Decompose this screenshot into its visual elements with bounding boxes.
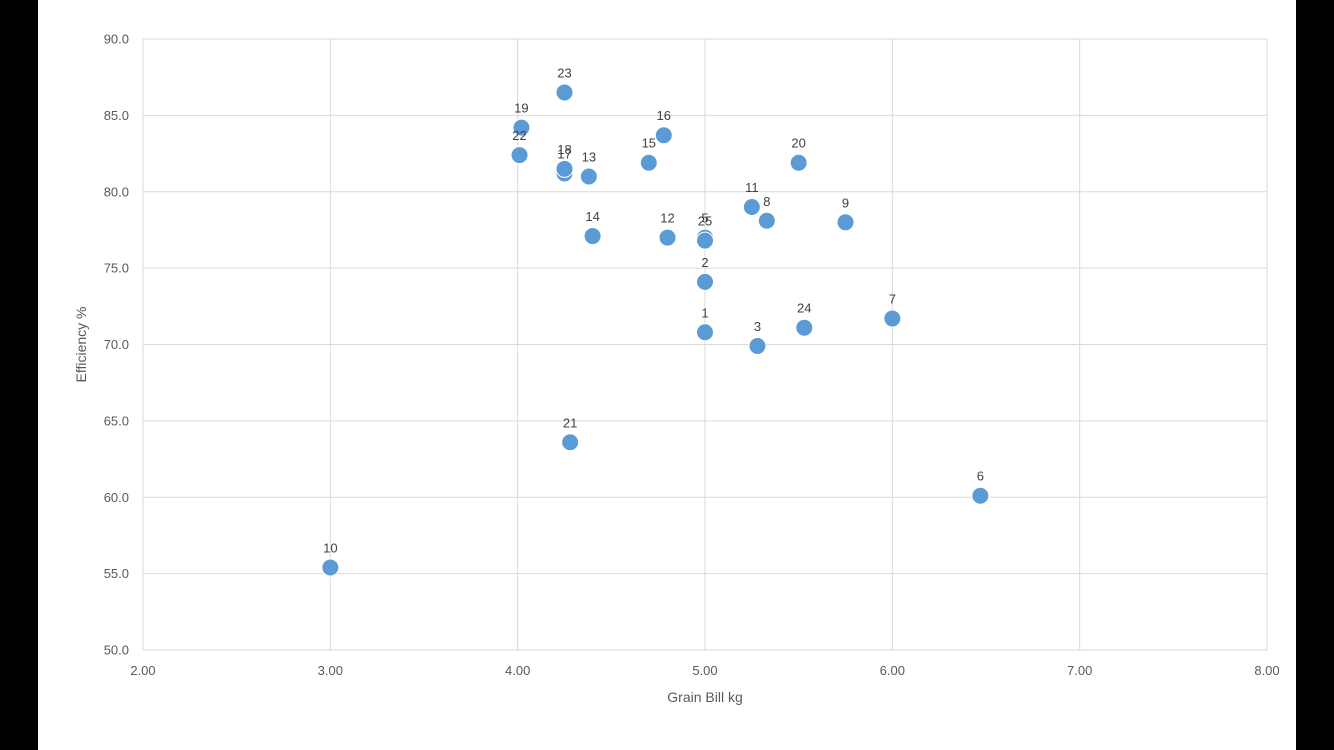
- y-tick-label: 90.0: [104, 32, 129, 47]
- data-point-label: 21: [563, 415, 577, 430]
- data-point-label: 7: [889, 292, 896, 307]
- data-point-label: 3: [754, 319, 761, 334]
- x-tick-label: 2.00: [130, 663, 155, 678]
- scatter-chart: 2.00 3.00 4.00 5.00 6.00 7.00 8.00 50.0 55.0 60.…: [73, 32, 1280, 706]
- data-point-label: 12: [660, 211, 674, 226]
- data-point-label: 24: [797, 301, 811, 316]
- x-tick-label: 3.00: [318, 663, 343, 678]
- data-point: [883, 309, 902, 328]
- data-point-label: 15: [642, 136, 656, 151]
- data-point: [583, 227, 602, 246]
- data-point-label: 19: [514, 101, 528, 116]
- data-point: [748, 337, 767, 356]
- data-point: [512, 118, 531, 137]
- data-point: [795, 318, 814, 337]
- data-point-label: 25: [698, 214, 712, 229]
- chart-canvas: 2.00 3.00 4.00 5.00 6.00 7.00 8.00 50.0 55.0 60.…: [38, 0, 1296, 750]
- data-point: [579, 167, 598, 186]
- data-point: [696, 323, 714, 342]
- data-point: [696, 272, 714, 291]
- y-tick-label: 70.0: [104, 337, 129, 352]
- y-axis-title: Efficiency %: [73, 307, 89, 383]
- x-axis-ticks: 2.00 3.00 4.00 5.00 6.00 7.00 8.00: [130, 663, 1279, 678]
- data-point: [658, 228, 677, 247]
- y-tick-label: 60.0: [104, 490, 129, 505]
- data-point-label: 10: [323, 541, 337, 556]
- data-point-label: 5: [701, 211, 708, 226]
- data-point-label: 17: [557, 146, 571, 161]
- x-axis-title: Grain Bill kg: [667, 689, 742, 705]
- data-point: [742, 198, 761, 217]
- data-point-label: 14: [585, 209, 599, 224]
- y-tick-label: 75.0: [104, 261, 129, 276]
- data-points: [321, 83, 990, 577]
- data-point-label: 2: [701, 255, 708, 270]
- x-tick-label: 4.00: [505, 663, 530, 678]
- data-point-label: 1: [701, 305, 708, 320]
- data-point: [757, 211, 776, 230]
- data-point: [789, 153, 808, 172]
- data-point-label: 13: [582, 149, 596, 164]
- y-tick-label: 50.0: [104, 643, 129, 658]
- x-tick-label: 5.00: [692, 663, 717, 678]
- data-point-label: 23: [557, 65, 571, 80]
- data-point-label: 16: [657, 108, 671, 123]
- data-point: [555, 159, 574, 178]
- y-tick-label: 65.0: [104, 413, 129, 428]
- data-point: [639, 153, 658, 172]
- x-tick-label: 8.00: [1254, 663, 1279, 678]
- x-tick-label: 7.00: [1067, 663, 1092, 678]
- data-point: [836, 213, 855, 232]
- y-axis-ticks: 50.0 55.0 60.0 65.0 70.0 75.0 80.0 85.0 90.0: [104, 32, 129, 658]
- data-point: [654, 126, 673, 145]
- data-point-label: 6: [977, 469, 984, 484]
- data-point-label: 22: [512, 128, 526, 143]
- data-point-label: 8: [763, 194, 770, 209]
- data-point: [696, 231, 714, 250]
- y-tick-label: 55.0: [104, 566, 129, 581]
- data-point-label: 20: [791, 136, 805, 151]
- data-point-label: 11: [745, 180, 759, 195]
- y-tick-label: 85.0: [104, 108, 129, 123]
- data-point-label: 9: [842, 195, 849, 210]
- gridlines: [142, 38, 1268, 651]
- data-point: [321, 558, 340, 577]
- data-point: [555, 83, 574, 102]
- data-point: [971, 486, 990, 505]
- y-tick-label: 80.0: [104, 184, 129, 199]
- data-point-label: 18: [557, 142, 571, 157]
- data-point: [561, 433, 580, 452]
- x-tick-label: 6.00: [880, 663, 905, 678]
- data-point: [510, 146, 529, 165]
